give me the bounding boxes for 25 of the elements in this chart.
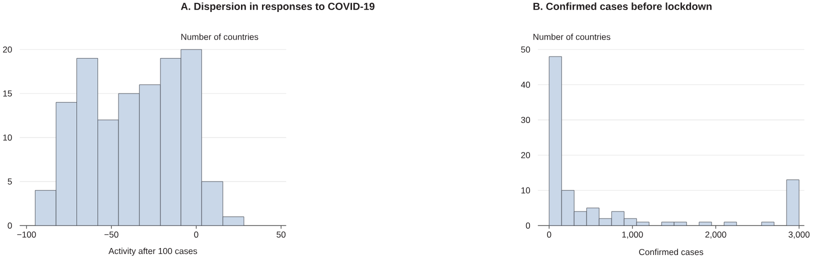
x-axis-title: Activity after 100 cases <box>108 248 198 256</box>
y-axis-title: Number of countries <box>533 34 610 40</box>
chart-title: A. Dispersion in responses to COVID-19 <box>180 2 374 12</box>
y-tick-label: 30 <box>521 116 530 123</box>
y-tick-label: 15 <box>3 90 12 97</box>
x-tick-label: 3,000 <box>788 231 810 239</box>
x-tick-label: 0 <box>194 231 198 238</box>
x-tick-label: 0 <box>547 231 552 238</box>
x-tick-label: 2,000 <box>705 231 726 239</box>
y-tick-label: 10 <box>521 187 530 194</box>
x-tick-label: −50 <box>104 231 118 238</box>
y-tick-label: 5 <box>8 178 12 185</box>
x-tick-label: 50 <box>276 231 286 238</box>
y-tick-label: 0 <box>526 222 530 229</box>
y-axis-title: Number of countries <box>181 34 258 40</box>
y-tick-label: 50 <box>521 46 530 53</box>
x-tick-label: −100 <box>17 231 36 238</box>
y-tick-label: 10 <box>3 134 12 141</box>
y-tick-label: 20 <box>3 46 12 53</box>
x-tick-label: 1,000 <box>622 231 643 239</box>
y-tick-label: 0 <box>8 222 12 229</box>
y-tick-label: 20 <box>521 152 530 158</box>
y-tick-label: 40 <box>520 82 530 88</box>
x-axis-title: Confirmed cases <box>639 248 704 256</box>
chart-title: B. Confirmed cases before lockdown <box>533 2 712 10</box>
